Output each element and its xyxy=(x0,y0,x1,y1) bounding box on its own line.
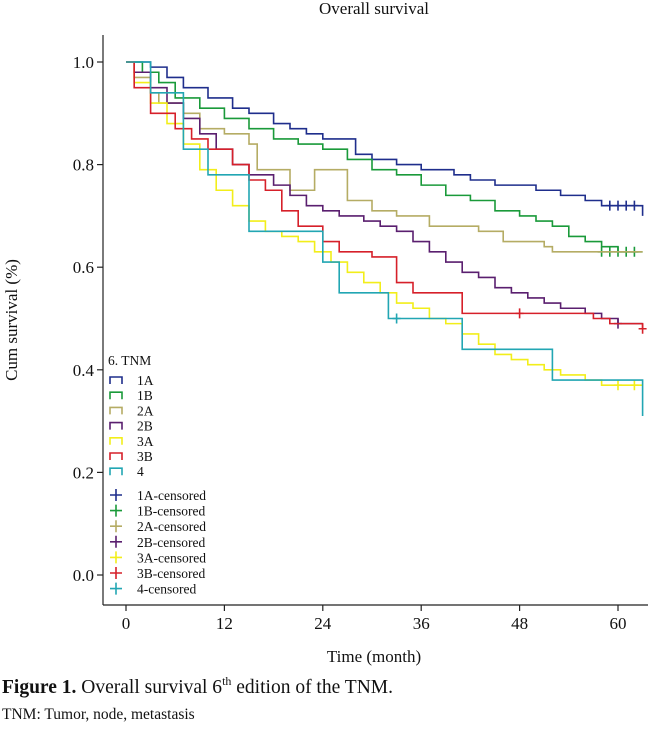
axes xyxy=(102,35,648,606)
legend-censor-glyph xyxy=(110,582,122,595)
plot-area xyxy=(126,61,647,416)
caption-text-after: edition of the TNM. xyxy=(231,677,393,698)
x-tick-label: 24 xyxy=(314,614,332,633)
survival-curve-2b xyxy=(126,61,643,325)
censor-mark-1a xyxy=(605,200,614,211)
legend-censor-glyph xyxy=(110,520,122,533)
legend-censor-label: 4-censored xyxy=(137,582,196,597)
y-tick-label: 1.0 xyxy=(73,53,94,72)
y-tick-label: 0.0 xyxy=(73,566,94,585)
y-axis-title: Cum survival (%) xyxy=(2,259,21,381)
censor-mark-1a xyxy=(630,200,639,211)
survival-curve-4 xyxy=(126,61,644,416)
y-tick-label: 0.6 xyxy=(73,258,94,277)
survival-chart: Overall survival 0.0 0.2 0.4 0.6 0.8 1.0 0 12 2… xyxy=(2,0,648,666)
censor-mark-3b xyxy=(515,308,524,319)
censor-mark-1a xyxy=(622,200,631,211)
legend-censored: 1A-censored1B-censored2A-censored2B-cens… xyxy=(110,488,206,597)
caption-superscript: th xyxy=(222,674,232,688)
abbreviation-note: TNM: Tumor, node, metastasis xyxy=(2,706,195,723)
censor-mark-3a xyxy=(630,380,639,391)
censor-mark-4 xyxy=(392,313,401,324)
legend-censor-glyph xyxy=(110,504,122,517)
x-tick-label: 36 xyxy=(413,614,430,633)
censor-mark-1a xyxy=(614,200,622,211)
legend-censor-label: 2B-censored xyxy=(137,535,205,550)
y-ticks: 0.0 0.2 0.4 0.6 0.8 1.0 xyxy=(73,53,103,585)
survival-curve-3a xyxy=(126,61,643,386)
survival-curve-1b xyxy=(126,61,643,253)
figure-caption: Figure 1. Overall survival 6th edition o… xyxy=(2,674,393,699)
legend-censor-label: 3A-censored xyxy=(137,550,206,565)
y-tick-label: 0.4 xyxy=(73,361,95,380)
figure-label: Figure 1. xyxy=(2,677,77,698)
legend-label-1a: 1A xyxy=(137,373,154,388)
legend-censor-glyph xyxy=(110,489,122,501)
legend-glyph-2b xyxy=(109,421,123,430)
censor-mark-3b xyxy=(638,323,647,334)
legend-title: 6. TNM xyxy=(108,353,151,368)
legend-censor-label: 1B-censored xyxy=(137,504,205,519)
legend-glyph-3a xyxy=(109,437,123,445)
legend-label-3b: 3B xyxy=(137,449,153,464)
x-tick-label: 48 xyxy=(511,614,528,633)
legend-censor-label: 2A-censored xyxy=(137,519,206,534)
legend-glyph-1b xyxy=(109,391,123,400)
chart-title: Overall survival xyxy=(319,0,429,18)
legend-glyph-3b xyxy=(109,452,123,460)
survival-curve-2a xyxy=(126,61,643,253)
x-ticks: 0 12 24 36 48 60 xyxy=(122,605,627,633)
legend-censor-label: 3B-censored xyxy=(137,566,205,581)
legend-glyph-1a xyxy=(109,376,123,384)
x-tick-label: 60 xyxy=(610,614,627,633)
legend-label-2b: 2B xyxy=(137,419,153,434)
legend-censor-glyph xyxy=(110,551,122,564)
legend-glyph-4 xyxy=(109,467,123,476)
x-tick-label: 0 xyxy=(122,614,131,633)
x-tick-label: 12 xyxy=(216,614,233,633)
legend-censor-label: 1A-censored xyxy=(137,488,206,503)
legend-label-4: 4 xyxy=(137,464,144,479)
x-axis-title: Time (month) xyxy=(327,647,421,666)
legend-label-1b: 1B xyxy=(137,388,153,403)
legend-censor-glyph xyxy=(110,535,122,548)
censor-mark-3a xyxy=(614,380,622,391)
legend-label-2a: 2A xyxy=(137,403,154,418)
legend-label-3a: 3A xyxy=(137,434,154,449)
y-tick-label: 0.2 xyxy=(73,463,94,482)
survival-curve-3b xyxy=(126,61,644,329)
legend-glyph-2a xyxy=(109,406,123,415)
y-tick-label: 0.8 xyxy=(73,156,94,175)
caption-text-before: Overall survival 6 xyxy=(81,677,223,698)
legend-censor-glyph xyxy=(110,567,122,579)
survival-curve-1a xyxy=(126,61,644,216)
